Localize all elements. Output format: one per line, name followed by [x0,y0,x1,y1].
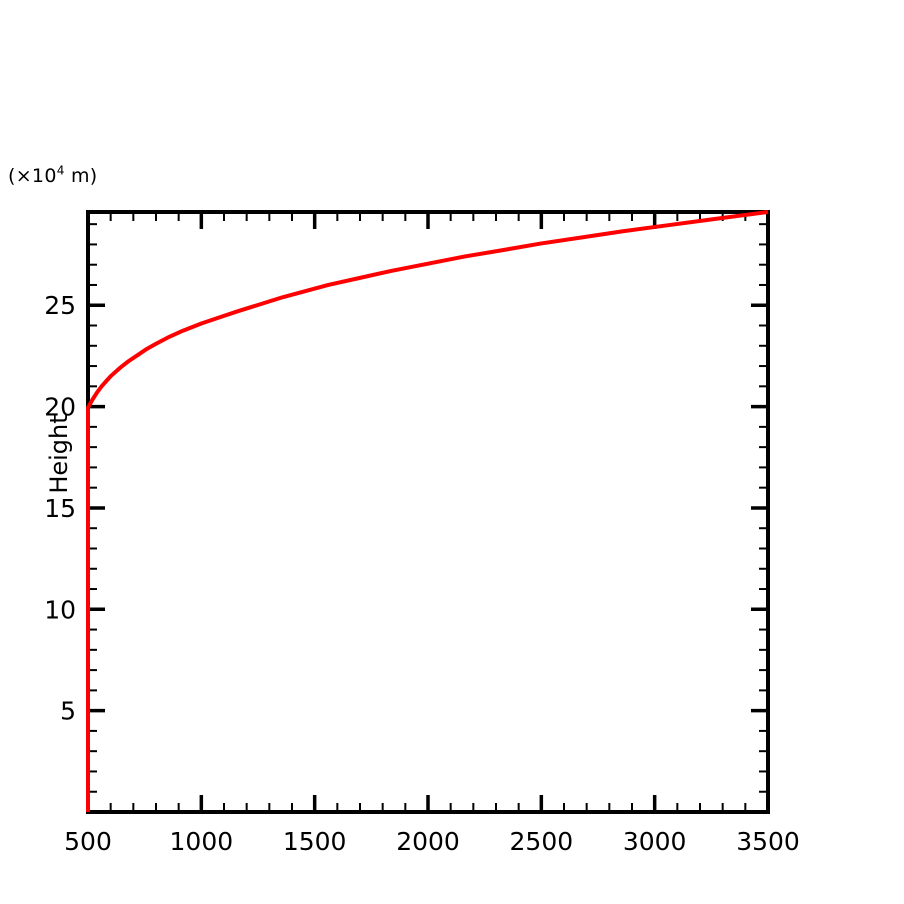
x-tick-label: 3000 [623,827,687,856]
y-tick-label: 10 [44,595,76,624]
axis-tick-labels-layer: 500 1000 1500 2000 2500 3000 3500 5 10 15 20 25 [44,291,800,856]
x-tick-label: 2000 [396,827,460,856]
x-tick-label: 1500 [283,827,347,856]
y-axis-unit-prefix: (×10 [8,165,57,187]
y-axis-unit-exponent: 4 [56,163,65,178]
axis-frame [86,210,770,814]
y-axis-unit-suffix: m) [64,165,98,187]
data-series-line [86,210,769,812]
x-tick-label: 500 [64,827,112,856]
x-tick-label: 1000 [170,827,234,856]
y-tick-label: 20 [44,393,76,422]
data-curve-layer [86,210,769,812]
y-tick-label: 25 [44,291,76,320]
y-axis-unit-label: (×104 m) [8,165,98,187]
axis-ticks-layer [86,212,770,813]
y-tick-label: 15 [44,494,76,523]
y-tick-label: 5 [60,697,76,726]
x-tick-label: 2500 [510,827,574,856]
x-tick-label: 3500 [736,827,800,856]
